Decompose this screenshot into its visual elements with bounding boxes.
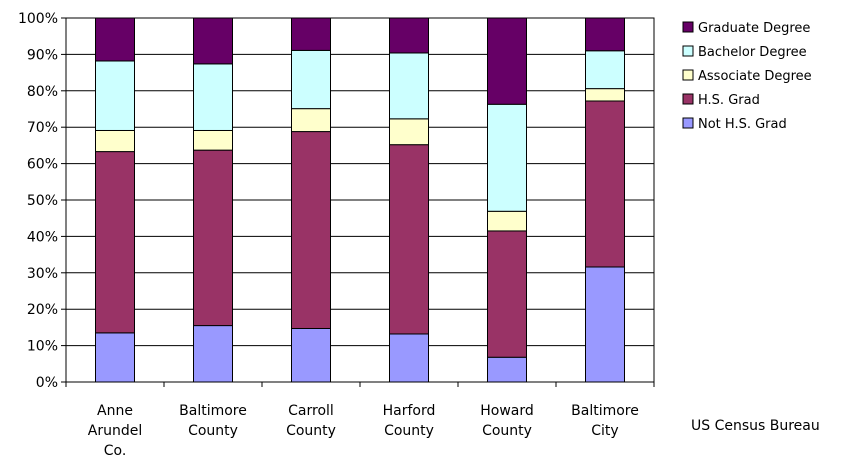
bar-segment [291, 17, 331, 51]
x-tick-label: County [482, 423, 532, 439]
bar-segment [389, 144, 429, 335]
x-tick-label: County [384, 423, 434, 439]
y-tick-label: 100% [18, 11, 58, 27]
bar-segment [95, 151, 135, 334]
legend-label: Associate Degree [698, 69, 812, 84]
bar-segment [95, 332, 135, 383]
bar-segment [389, 118, 429, 146]
bar-segment [193, 149, 233, 327]
y-tick-label: 90% [27, 47, 58, 63]
x-tick-label: Baltimore [179, 403, 247, 419]
x-tick-label: Anne [97, 403, 133, 419]
bar-segment [193, 63, 233, 131]
x-tick-label: Baltimore [571, 403, 639, 419]
bar-segment [193, 325, 233, 383]
bar-segment [487, 103, 527, 212]
y-tick-label: 50% [27, 193, 58, 209]
legend-label: Bachelor Degree [698, 45, 807, 60]
bar-segment [585, 100, 625, 268]
legend-swatch [682, 117, 694, 129]
y-tick-label: 70% [27, 120, 58, 136]
y-tick-label: 10% [27, 339, 58, 355]
bar-segment [95, 60, 135, 131]
legend-label: H.S. Grad [698, 93, 760, 108]
bar-segment [585, 266, 625, 383]
legend-swatch [682, 45, 694, 57]
x-tick-label: City [591, 423, 618, 439]
legend-swatch [682, 21, 694, 33]
bar-segment [487, 230, 527, 358]
bar-segment [291, 131, 331, 329]
y-tick-label: 30% [27, 266, 58, 282]
y-tick-label: 40% [27, 229, 58, 245]
x-tick-label: Arundel [88, 423, 142, 439]
x-tick-label: County [286, 423, 336, 439]
bar-segment [95, 129, 135, 153]
legend-label: Graduate Degree [698, 21, 810, 36]
legend-swatch [682, 93, 694, 105]
bar-segment [585, 88, 625, 102]
bar-segment [389, 52, 429, 120]
x-tick-label: County [188, 423, 238, 439]
legend-swatch [682, 69, 694, 81]
x-tick-label: Harford [383, 403, 436, 419]
x-tick-label: Howard [480, 403, 534, 419]
legend-label: Not H.S. Grad [698, 117, 787, 132]
bar-segment [193, 129, 233, 151]
bar-segment [389, 17, 429, 54]
y-tick-label: 20% [27, 302, 58, 318]
x-tick-label: Co. [104, 443, 127, 459]
bar-segment [193, 17, 233, 65]
y-tick-label: 80% [27, 84, 58, 100]
source-note: US Census Bureau [691, 418, 820, 434]
y-tick-label: 60% [27, 157, 58, 173]
bar-segment [291, 108, 331, 133]
bar-segment [291, 49, 331, 110]
bar-segment [487, 17, 527, 105]
bar-segment [585, 17, 625, 52]
bar-segment [487, 210, 527, 232]
x-tick-label: Carroll [288, 403, 334, 419]
bar-segment [585, 50, 625, 90]
bar-segment [389, 333, 429, 383]
bar-segment [95, 17, 135, 62]
bar-segment [487, 356, 527, 383]
y-tick-label: 0% [36, 375, 58, 391]
bar-segment [291, 327, 331, 383]
